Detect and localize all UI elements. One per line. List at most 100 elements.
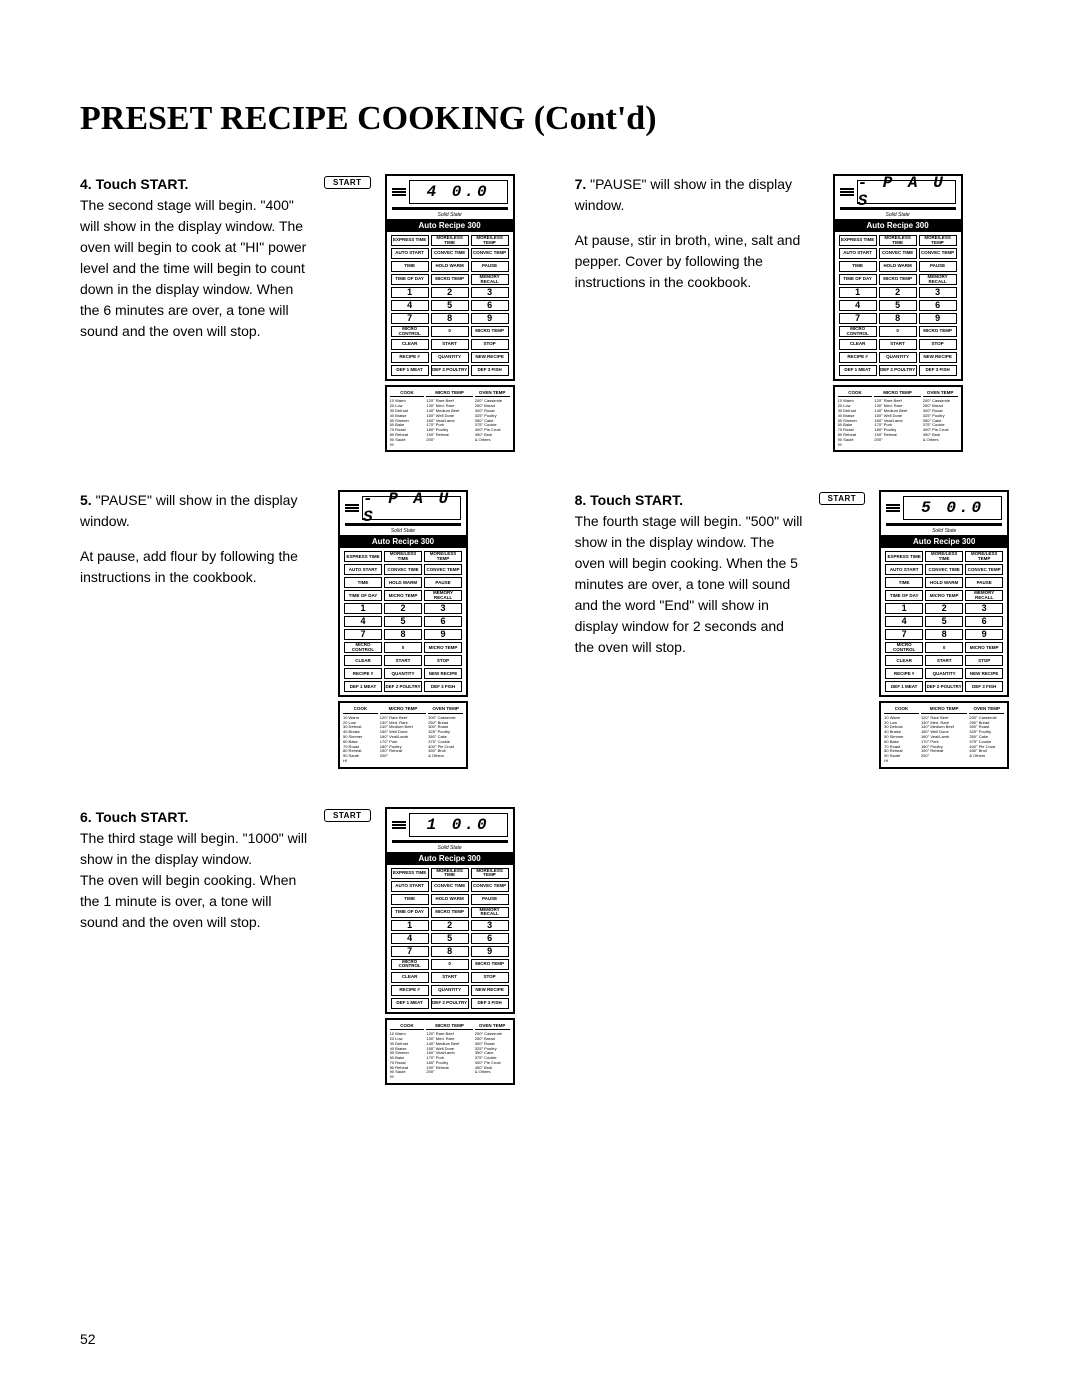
panel-button[interactable]: START	[431, 972, 469, 983]
panel-button[interactable]: MICRO TEMP	[431, 274, 469, 285]
panel-button[interactable]: START	[431, 339, 469, 350]
panel-button[interactable]: MICRO TEMP	[925, 590, 963, 601]
panel-button[interactable]: MORE/LESS TIME	[431, 235, 469, 246]
panel-button[interactable]: 5	[384, 616, 422, 627]
panel-button[interactable]: MORE/LESS TEMP	[919, 235, 957, 246]
panel-button[interactable]: DEF 1 MEAT	[391, 998, 429, 1009]
panel-button[interactable]: 6	[919, 300, 957, 311]
panel-button[interactable]: CONVEC TEMP	[471, 881, 509, 892]
panel-button[interactable]: CONVEC TEMP	[919, 248, 957, 259]
panel-button[interactable]: CONVEC TIME	[384, 564, 422, 575]
panel-button[interactable]: RECIPE #	[839, 352, 877, 363]
panel-button[interactable]: MEMORY RECALL	[471, 907, 509, 918]
panel-button[interactable]: DEF 2 POULTRY	[879, 365, 917, 376]
panel-button[interactable]: CONVEC TIME	[925, 564, 963, 575]
panel-button[interactable]: TIME OF DAY	[885, 590, 923, 601]
panel-button[interactable]: PAUSE	[965, 577, 1003, 588]
panel-button[interactable]: TIME	[344, 577, 382, 588]
panel-button[interactable]: MICRO TEMP	[965, 642, 1003, 653]
panel-button[interactable]: EXPRESS TIME	[885, 551, 923, 562]
panel-button[interactable]: DEF 1 MEAT	[885, 681, 923, 692]
panel-button[interactable]: DEF 1 MEAT	[839, 365, 877, 376]
panel-button[interactable]: 8	[384, 629, 422, 640]
panel-button[interactable]: 0	[431, 326, 469, 337]
panel-button[interactable]: 5	[925, 616, 963, 627]
panel-button[interactable]: MICRO TEMP	[471, 959, 509, 970]
panel-button[interactable]: NEW RECIPE	[424, 668, 462, 679]
panel-button[interactable]: NEW RECIPE	[919, 352, 957, 363]
panel-button[interactable]: 6	[965, 616, 1003, 627]
panel-button[interactable]: 0	[384, 642, 422, 653]
panel-button[interactable]: 3	[965, 603, 1003, 614]
panel-button[interactable]: START	[925, 655, 963, 666]
panel-button[interactable]: HOLD WARM	[431, 261, 469, 272]
panel-button[interactable]: 8	[431, 946, 469, 957]
panel-button[interactable]: RECIPE #	[391, 352, 429, 363]
panel-button[interactable]: 1	[391, 920, 429, 931]
panel-button[interactable]: 3	[471, 920, 509, 931]
panel-button[interactable]: DEF 2 POULTRY	[431, 365, 469, 376]
panel-button[interactable]: CONVEC TEMP	[471, 248, 509, 259]
panel-button[interactable]: HOLD WARM	[879, 261, 917, 272]
panel-button[interactable]: MICRO TEMP	[471, 326, 509, 337]
panel-button[interactable]: DEF 1 MEAT	[344, 681, 382, 692]
panel-button[interactable]: PAUSE	[471, 261, 509, 272]
panel-button[interactable]: DEF 3 FISH	[471, 365, 509, 376]
panel-button[interactable]: NEW RECIPE	[965, 668, 1003, 679]
panel-button[interactable]: HOLD WARM	[925, 577, 963, 588]
panel-button[interactable]: 5	[431, 300, 469, 311]
panel-button[interactable]: EXPRESS TIME	[391, 868, 429, 879]
panel-button[interactable]: MORE/LESS TEMP	[965, 551, 1003, 562]
panel-button[interactable]: TIME	[391, 894, 429, 905]
panel-button[interactable]: 8	[431, 313, 469, 324]
panel-button[interactable]: 4	[885, 616, 923, 627]
panel-button[interactable]: CLEAR	[391, 972, 429, 983]
panel-button[interactable]: 4	[839, 300, 877, 311]
panel-button[interactable]: MORE/LESS TIME	[431, 868, 469, 879]
panel-button[interactable]: CONVEC TIME	[431, 881, 469, 892]
panel-button[interactable]: EXPRESS TIME	[391, 235, 429, 246]
panel-button[interactable]: MICRO TEMP	[431, 907, 469, 918]
panel-button[interactable]: 3	[471, 287, 509, 298]
panel-button[interactable]: 5	[431, 933, 469, 944]
panel-button[interactable]: 6	[471, 300, 509, 311]
panel-button[interactable]: AUTO START	[391, 248, 429, 259]
panel-button[interactable]: 1	[391, 287, 429, 298]
panel-button[interactable]: 7	[344, 629, 382, 640]
panel-button[interactable]: 5	[879, 300, 917, 311]
panel-button[interactable]: DEF 2 POULTRY	[384, 681, 422, 692]
panel-button[interactable]: MICRO CONTROL	[885, 642, 923, 653]
panel-button[interactable]: PAUSE	[471, 894, 509, 905]
panel-button[interactable]: PAUSE	[919, 261, 957, 272]
panel-button[interactable]: START	[384, 655, 422, 666]
panel-button[interactable]: 3	[424, 603, 462, 614]
panel-button[interactable]: CLEAR	[839, 339, 877, 350]
panel-button[interactable]: CLEAR	[885, 655, 923, 666]
panel-button[interactable]: 1	[885, 603, 923, 614]
panel-button[interactable]: TIME	[391, 261, 429, 272]
panel-button[interactable]: QUANTITY	[879, 352, 917, 363]
start-pill[interactable]: START	[819, 492, 866, 505]
panel-button[interactable]: DEF 3 FISH	[424, 681, 462, 692]
panel-button[interactable]: STOP	[471, 972, 509, 983]
panel-button[interactable]: 2	[879, 287, 917, 298]
panel-button[interactable]: NEW RECIPE	[471, 352, 509, 363]
panel-button[interactable]: 2	[431, 287, 469, 298]
panel-button[interactable]: MICRO TEMP	[919, 326, 957, 337]
panel-button[interactable]: AUTO START	[885, 564, 923, 575]
panel-button[interactable]: CONVEC TIME	[431, 248, 469, 259]
panel-button[interactable]: 7	[839, 313, 877, 324]
panel-button[interactable]: PAUSE	[424, 577, 462, 588]
panel-button[interactable]: MICRO TEMP	[424, 642, 462, 653]
panel-button[interactable]: RECIPE #	[391, 985, 429, 996]
panel-button[interactable]: 9	[919, 313, 957, 324]
panel-button[interactable]: HOLD WARM	[384, 577, 422, 588]
panel-button[interactable]: MICRO CONTROL	[344, 642, 382, 653]
panel-button[interactable]: 1	[344, 603, 382, 614]
panel-button[interactable]: STOP	[965, 655, 1003, 666]
panel-button[interactable]: 9	[424, 629, 462, 640]
panel-button[interactable]: 9	[471, 313, 509, 324]
panel-button[interactable]: 2	[925, 603, 963, 614]
panel-button[interactable]: AUTO START	[344, 564, 382, 575]
panel-button[interactable]: 4	[344, 616, 382, 627]
